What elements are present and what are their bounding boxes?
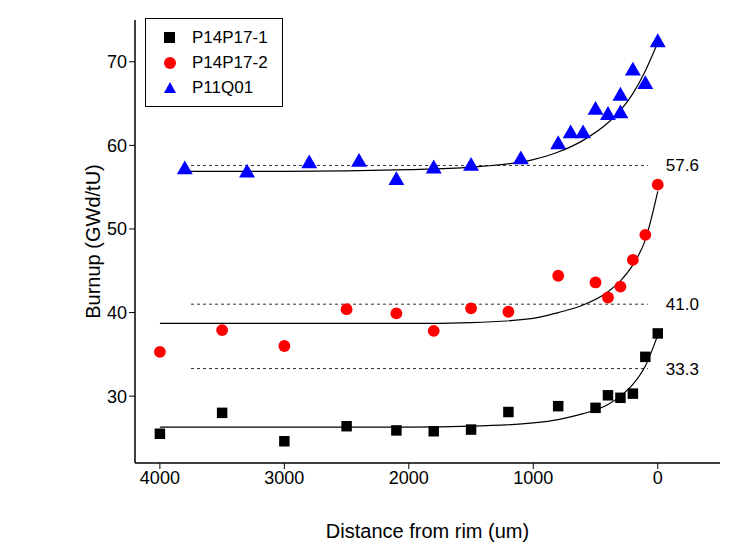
html-text:P14P17-2: P14P17-2 [192, 52, 268, 72]
svg-text:Distance from rim (um): Distance from rim (um) [326, 520, 529, 542]
svg-text:70: 70 [107, 52, 127, 72]
svg-text:2000: 2000 [389, 468, 429, 488]
svg-text:57.6: 57.6 [666, 156, 699, 175]
svg-text:50: 50 [107, 219, 127, 239]
svg-text:0: 0 [653, 468, 663, 488]
svg-text:40: 40 [107, 303, 127, 323]
svg-text:4000: 4000 [140, 468, 180, 488]
svg-text:3000: 3000 [264, 468, 304, 488]
svg-text:41.0: 41.0 [666, 295, 699, 314]
svg-text:30: 30 [107, 387, 127, 407]
svg-text:60: 60 [107, 136, 127, 156]
svg-text:Burnup (GWd/tU): Burnup (GWd/tU) [82, 164, 104, 318]
svg-text:1000: 1000 [513, 468, 553, 488]
html-text:P11Q01: P11Q01 [192, 77, 254, 97]
html-text:P14P17-1: P14P17-1 [192, 27, 268, 47]
svg-text:33.3: 33.3 [666, 360, 699, 379]
